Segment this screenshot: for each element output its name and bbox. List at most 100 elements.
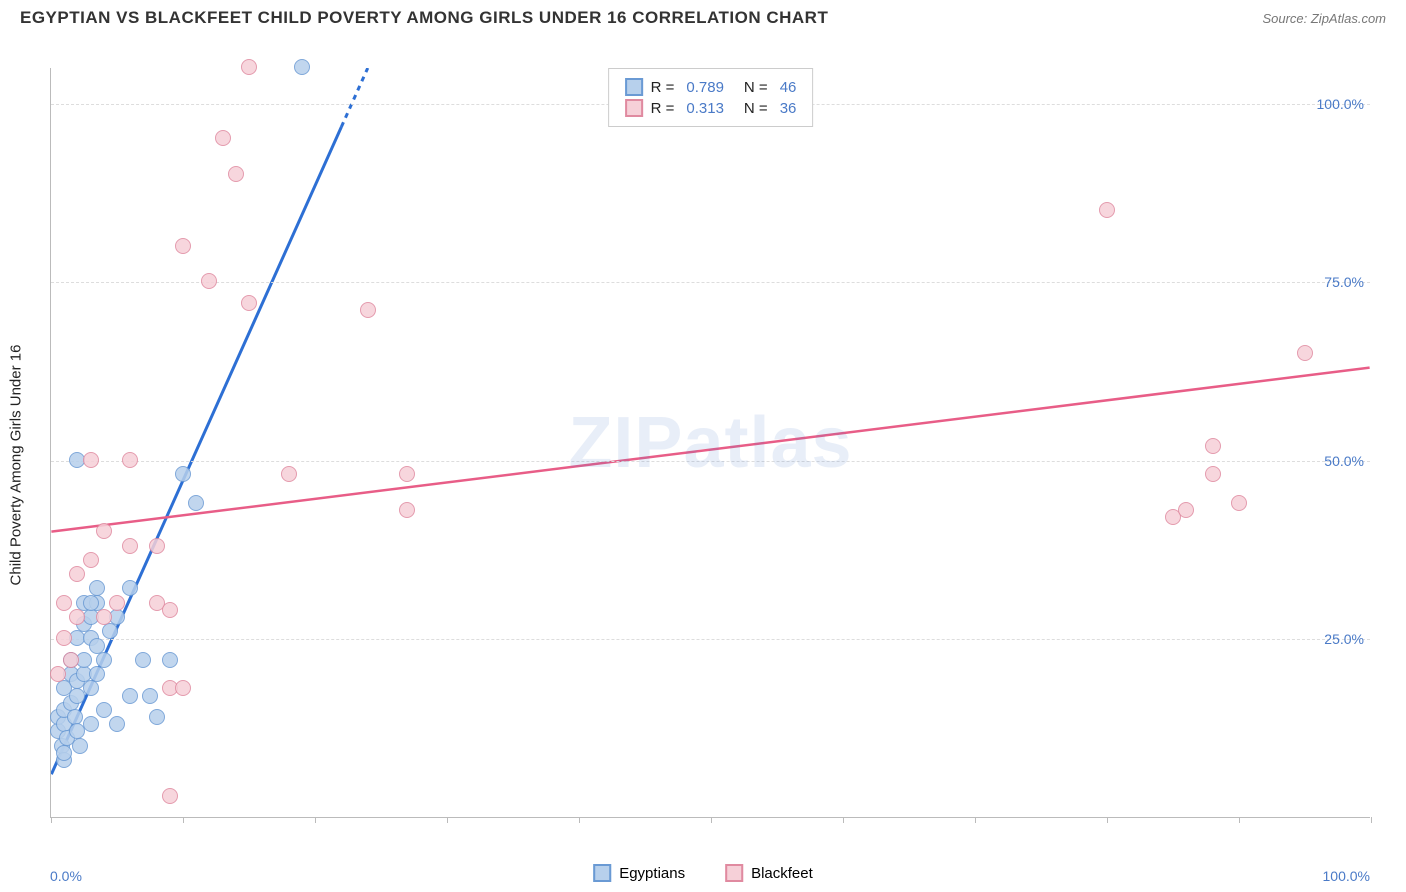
gridline-h	[51, 639, 1370, 640]
x-tick-mark	[183, 817, 184, 823]
data-point-blackfeet	[1231, 495, 1247, 511]
legend-stats-row-blackfeet: R = 0.313 N = 36	[625, 99, 797, 117]
data-point-blackfeet	[109, 595, 125, 611]
data-point-blackfeet	[399, 466, 415, 482]
x-tick-mark	[1239, 817, 1240, 823]
data-point-blackfeet	[241, 59, 257, 75]
x-tick-mark	[975, 817, 976, 823]
data-point-blackfeet	[162, 788, 178, 804]
data-point-blackfeet	[215, 130, 231, 146]
x-tick-mark	[447, 817, 448, 823]
data-point-blackfeet	[175, 680, 191, 696]
y-tick-label: 75.0%	[1324, 274, 1364, 290]
data-point-egyptians	[83, 680, 99, 696]
trend-lines-svg	[51, 68, 1370, 817]
data-point-blackfeet	[56, 595, 72, 611]
data-point-egyptians	[72, 738, 88, 754]
y-tick-label: 50.0%	[1324, 453, 1364, 469]
n-label: N =	[744, 79, 768, 96]
data-point-blackfeet	[1178, 502, 1194, 518]
r-label: R =	[651, 79, 675, 96]
data-point-blackfeet	[1205, 438, 1221, 454]
r-value-blackfeet: 0.313	[686, 100, 724, 117]
data-point-egyptians	[149, 709, 165, 725]
data-point-egyptians	[142, 688, 158, 704]
data-point-blackfeet	[360, 302, 376, 318]
legend-stats-box: R = 0.789 N = 46 R = 0.313 N = 36	[608, 68, 814, 127]
plot-area: ZIPatlas R = 0.789 N = 46 R = 0.313 N = …	[50, 68, 1370, 818]
data-point-blackfeet	[96, 609, 112, 625]
data-point-blackfeet	[122, 452, 138, 468]
data-point-egyptians	[102, 623, 118, 639]
x-tick-mark	[711, 817, 712, 823]
swatch-egyptians-icon	[625, 78, 643, 96]
data-point-blackfeet	[69, 609, 85, 625]
data-point-blackfeet	[399, 502, 415, 518]
data-point-blackfeet	[149, 538, 165, 554]
x-tick-label-max: 100.0%	[1323, 868, 1370, 884]
data-point-egyptians	[96, 702, 112, 718]
data-point-egyptians	[122, 688, 138, 704]
data-point-blackfeet	[201, 273, 217, 289]
data-point-egyptians	[89, 666, 105, 682]
y-axis-label: Child Poverty Among Girls Under 16	[8, 345, 25, 586]
data-point-blackfeet	[63, 652, 79, 668]
y-tick-label: 25.0%	[1324, 631, 1364, 647]
x-tick-mark	[843, 817, 844, 823]
legend-stats-row-egyptians: R = 0.789 N = 46	[625, 78, 797, 96]
data-point-egyptians	[188, 495, 204, 511]
data-point-egyptians	[294, 59, 310, 75]
legend-item-egyptians: Egyptians	[593, 864, 685, 882]
gridline-h	[51, 461, 1370, 462]
legend-label-blackfeet: Blackfeet	[751, 865, 813, 882]
x-tick-mark	[579, 817, 580, 823]
legend-item-blackfeet: Blackfeet	[725, 864, 813, 882]
data-point-blackfeet	[228, 166, 244, 182]
data-point-blackfeet	[96, 523, 112, 539]
n-label: N =	[744, 100, 768, 117]
y-tick-label: 100.0%	[1317, 96, 1364, 112]
x-tick-label-min: 0.0%	[50, 868, 82, 884]
chart-title: EGYPTIAN VS BLACKFEET CHILD POVERTY AMON…	[20, 8, 828, 28]
n-value-egyptians: 46	[780, 79, 797, 96]
data-point-egyptians	[122, 580, 138, 596]
data-point-blackfeet	[83, 452, 99, 468]
x-tick-mark	[1371, 817, 1372, 823]
data-point-blackfeet	[241, 295, 257, 311]
watermark: ZIPatlas	[568, 402, 852, 484]
swatch-blackfeet-icon	[625, 99, 643, 117]
trend-line-blackfeet	[51, 368, 1369, 532]
data-point-egyptians	[83, 716, 99, 732]
gridline-h	[51, 282, 1370, 283]
data-point-blackfeet	[83, 552, 99, 568]
data-point-blackfeet	[122, 538, 138, 554]
swatch-blackfeet-icon	[725, 864, 743, 882]
n-value-blackfeet: 36	[780, 100, 797, 117]
swatch-egyptians-icon	[593, 864, 611, 882]
data-point-blackfeet	[1099, 202, 1115, 218]
chart-container: Child Poverty Among Girls Under 16 ZIPat…	[0, 38, 1406, 892]
x-tick-mark	[51, 817, 52, 823]
data-point-blackfeet	[281, 466, 297, 482]
data-point-blackfeet	[69, 566, 85, 582]
data-point-egyptians	[135, 652, 151, 668]
data-point-egyptians	[83, 595, 99, 611]
x-tick-mark	[315, 817, 316, 823]
r-label: R =	[651, 100, 675, 117]
x-tick-mark	[1107, 817, 1108, 823]
data-point-blackfeet	[162, 602, 178, 618]
source-label: Source: ZipAtlas.com	[1262, 11, 1386, 26]
data-point-egyptians	[96, 652, 112, 668]
chart-header: EGYPTIAN VS BLACKFEET CHILD POVERTY AMON…	[0, 0, 1406, 32]
legend-label-egyptians: Egyptians	[619, 865, 685, 882]
data-point-egyptians	[56, 745, 72, 761]
data-point-blackfeet	[1205, 466, 1221, 482]
data-point-blackfeet	[50, 666, 66, 682]
legend-bottom: Egyptians Blackfeet	[593, 864, 813, 882]
data-point-blackfeet	[175, 238, 191, 254]
data-point-blackfeet	[56, 630, 72, 646]
data-point-blackfeet	[1297, 345, 1313, 361]
trend-line-dash-egyptians	[341, 68, 367, 127]
data-point-egyptians	[175, 466, 191, 482]
data-point-egyptians	[162, 652, 178, 668]
